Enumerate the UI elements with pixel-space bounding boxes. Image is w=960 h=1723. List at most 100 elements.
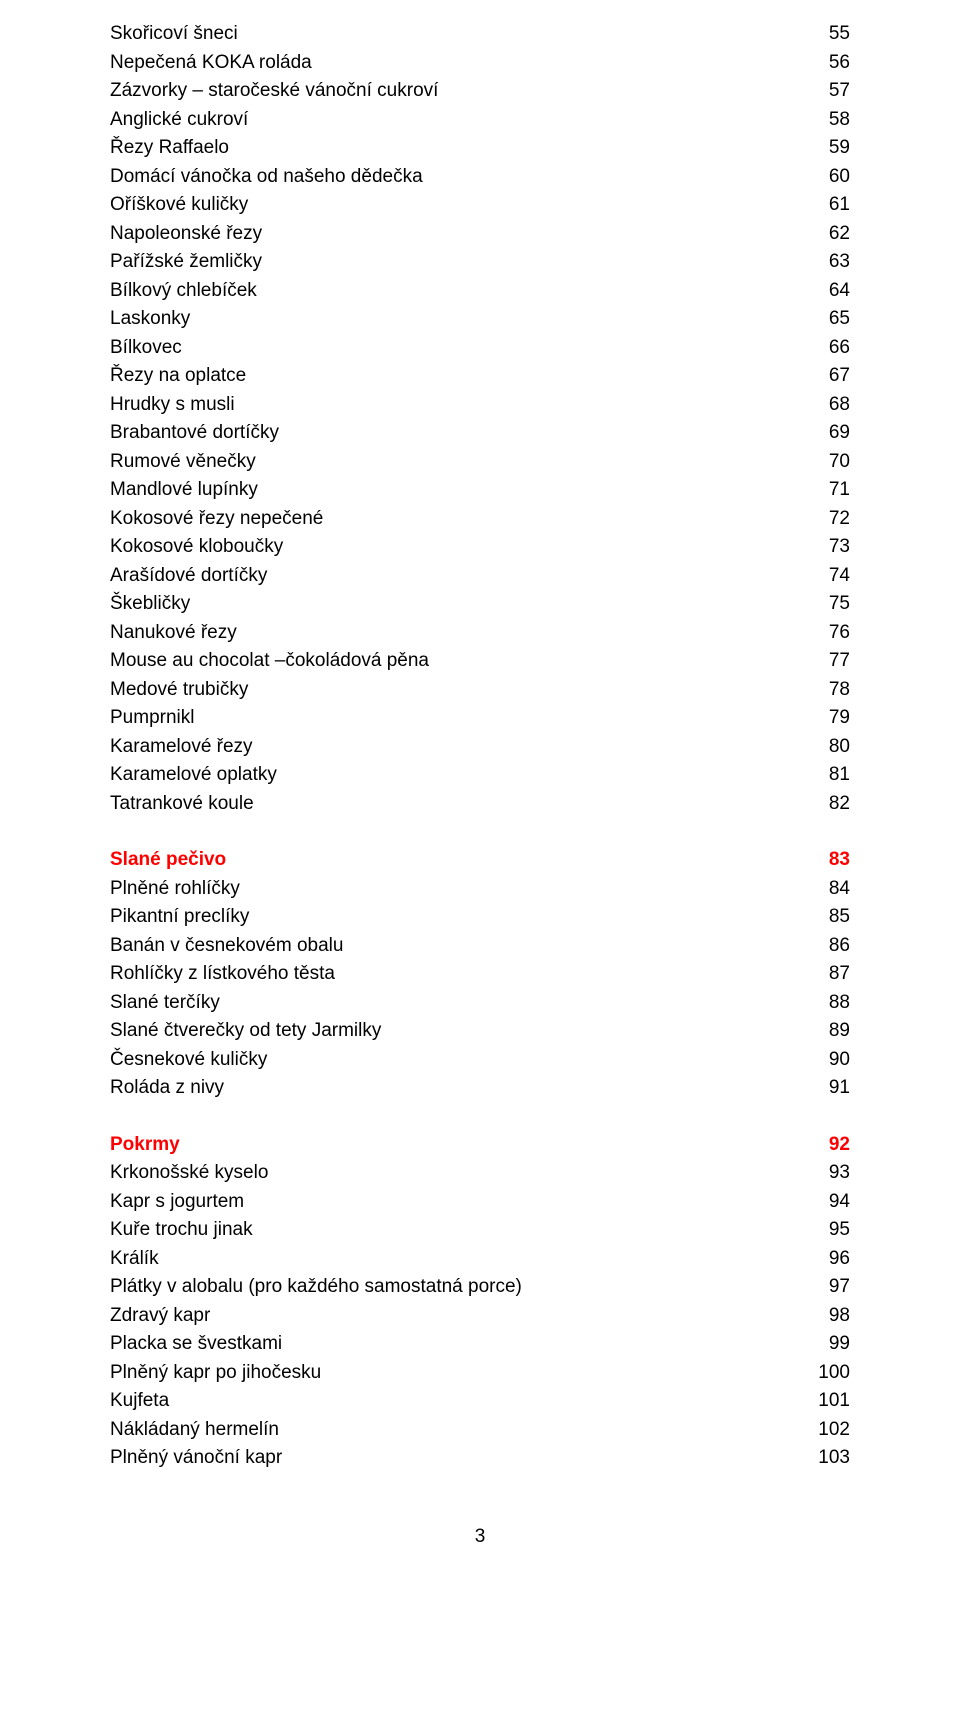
toc-row: Pumprnikl79 — [110, 704, 850, 733]
toc-page-number: 84 — [800, 875, 850, 904]
toc-page-number: 76 — [800, 619, 850, 648]
toc-page-number: 67 — [800, 362, 850, 391]
toc-page-number: 102 — [800, 1416, 850, 1445]
page-number: 3 — [110, 1523, 850, 1552]
toc-page-number: 71 — [800, 476, 850, 505]
toc-row: Nanukové řezy 76 — [110, 619, 850, 648]
toc-label: Napoleonské řezy — [110, 220, 262, 249]
toc-row: Plněný kapr po jihočesku 100 — [110, 1359, 850, 1388]
toc-label: Plněný kapr po jihočesku — [110, 1359, 321, 1388]
toc-label: Hrudky s musli — [110, 391, 235, 420]
toc-page-number: 74 — [800, 562, 850, 591]
toc-row: Medové trubičky78 — [110, 676, 850, 705]
toc-label: Brabantové dortíčky — [110, 419, 279, 448]
toc-row: Kujfeta101 — [110, 1387, 850, 1416]
toc-page-number: 56 — [800, 49, 850, 78]
toc-row: Roláda z nivy91 — [110, 1074, 850, 1103]
toc-label: Pikantní preclíky — [110, 903, 249, 932]
toc-page-number: 91 — [800, 1074, 850, 1103]
toc-row: Arašídové dortíčky 74 — [110, 562, 850, 591]
toc-page-number: 68 — [800, 391, 850, 420]
toc-page-number: 86 — [800, 932, 850, 961]
toc-page-number: 100 — [800, 1359, 850, 1388]
toc-page-number: 66 — [800, 334, 850, 363]
toc-page-number: 99 — [800, 1330, 850, 1359]
toc-row: Oříškové kuličky 61 — [110, 191, 850, 220]
toc-label: Plněné rohlíčky — [110, 875, 240, 904]
toc-row: Pikantní preclíky 85 — [110, 903, 850, 932]
toc-label: Pařížské žemličky — [110, 248, 262, 277]
toc-row: Řezy Raffaelo 59 — [110, 134, 850, 163]
toc-label: Domácí vánočka od našeho dědečka — [110, 163, 423, 192]
toc-page-number: 101 — [800, 1387, 850, 1416]
toc-page-number: 95 — [800, 1216, 850, 1245]
toc-row: Karamelové řezy80 — [110, 733, 850, 762]
toc-row: Králík96 — [110, 1245, 850, 1274]
toc-row: Domácí vánočka od našeho dědečka60 — [110, 163, 850, 192]
toc-row: Plněné rohlíčky 84 — [110, 875, 850, 904]
toc-label: Mandlové lupínky — [110, 476, 258, 505]
toc-label: Králík — [110, 1245, 159, 1274]
toc-row: Tatrankové koule82 — [110, 790, 850, 819]
toc-page-number: 63 — [800, 248, 850, 277]
toc-row: Skořicoví šneci55 — [110, 20, 850, 49]
toc-label: Arašídové dortíčky — [110, 562, 267, 591]
toc-label: Tatrankové koule — [110, 790, 254, 819]
toc-row: Bílkovec66 — [110, 334, 850, 363]
toc-page-number: 81 — [800, 761, 850, 790]
section-heading-row: Pokrmy92 — [110, 1131, 850, 1160]
toc-label: Zdravý kapr — [110, 1302, 210, 1331]
toc-page-number: 103 — [800, 1444, 850, 1473]
toc-page-number: 98 — [800, 1302, 850, 1331]
toc-label: Karamelové řezy — [110, 733, 253, 762]
toc-page-number: 87 — [800, 960, 850, 989]
toc-row: Zdravý kapr 98 — [110, 1302, 850, 1331]
toc-label: Kokosové kloboučky — [110, 533, 283, 562]
toc-label: Plněný vánoční kapr — [110, 1444, 282, 1473]
toc-row: Mandlové lupínky 71 — [110, 476, 850, 505]
toc-page-number: 93 — [800, 1159, 850, 1188]
toc-row: Karamelové oplatky81 — [110, 761, 850, 790]
toc-row: Plněný vánoční kapr 103 — [110, 1444, 850, 1473]
toc-page-number: 78 — [800, 676, 850, 705]
toc-row: Slané čtverečky od tety Jarmilky89 — [110, 1017, 850, 1046]
section-heading-row: Slané pečivo 83 — [110, 846, 850, 875]
toc-row: Rumové věnečky70 — [110, 448, 850, 477]
toc-page-number: 62 — [800, 220, 850, 249]
toc-page-number: 55 — [800, 20, 850, 49]
toc-page-number: 90 — [800, 1046, 850, 1075]
toc-label: Řezy Raffaelo — [110, 134, 229, 163]
toc-page-number: 59 — [800, 134, 850, 163]
toc-page-number: 57 — [800, 77, 850, 106]
toc-label: Plátky v alobalu (pro každého samostatná… — [110, 1273, 522, 1302]
toc-row: Kokosové kloboučky73 — [110, 533, 850, 562]
toc-page-number: 83 — [800, 846, 850, 875]
toc-page-number: 97 — [800, 1273, 850, 1302]
toc-row: Rohlíčky z lístkového těsta 87 — [110, 960, 850, 989]
toc-label: Mouse au chocolat –čokoládová pěna — [110, 647, 429, 676]
toc-row: Pařížské žemličky 63 — [110, 248, 850, 277]
toc-label: Rohlíčky z lístkového těsta — [110, 960, 335, 989]
section-title: Slané pečivo — [110, 846, 226, 875]
toc-row: Česnekové kuličky90 — [110, 1046, 850, 1075]
toc-page-number: 61 — [800, 191, 850, 220]
toc-label: Laskonky — [110, 305, 190, 334]
toc-row: Kokosové řezy nepečené72 — [110, 505, 850, 534]
toc-page-number: 75 — [800, 590, 850, 619]
toc-row: Plátky v alobalu (pro každého samostatná… — [110, 1273, 850, 1302]
toc-row: Hrudky s musli 68 — [110, 391, 850, 420]
toc-row: Bílkový chlebíček64 — [110, 277, 850, 306]
toc-label: Nepečená KOKA roláda — [110, 49, 312, 78]
toc-label: Oříškové kuličky — [110, 191, 248, 220]
toc-page-number: 70 — [800, 448, 850, 477]
toc-label: Kuře trochu jinak — [110, 1216, 253, 1245]
toc-label: Kokosové řezy nepečené — [110, 505, 323, 534]
toc-page-number: 69 — [800, 419, 850, 448]
toc-label: Nanukové řezy — [110, 619, 237, 648]
toc-page-number: 85 — [800, 903, 850, 932]
toc-label: Placka se švestkami — [110, 1330, 282, 1359]
toc-page-number: 64 — [800, 277, 850, 306]
toc-page-number: 79 — [800, 704, 850, 733]
toc-label: Banán v česnekovém obalu — [110, 932, 343, 961]
toc-label: Slané čtverečky od tety Jarmilky — [110, 1017, 381, 1046]
